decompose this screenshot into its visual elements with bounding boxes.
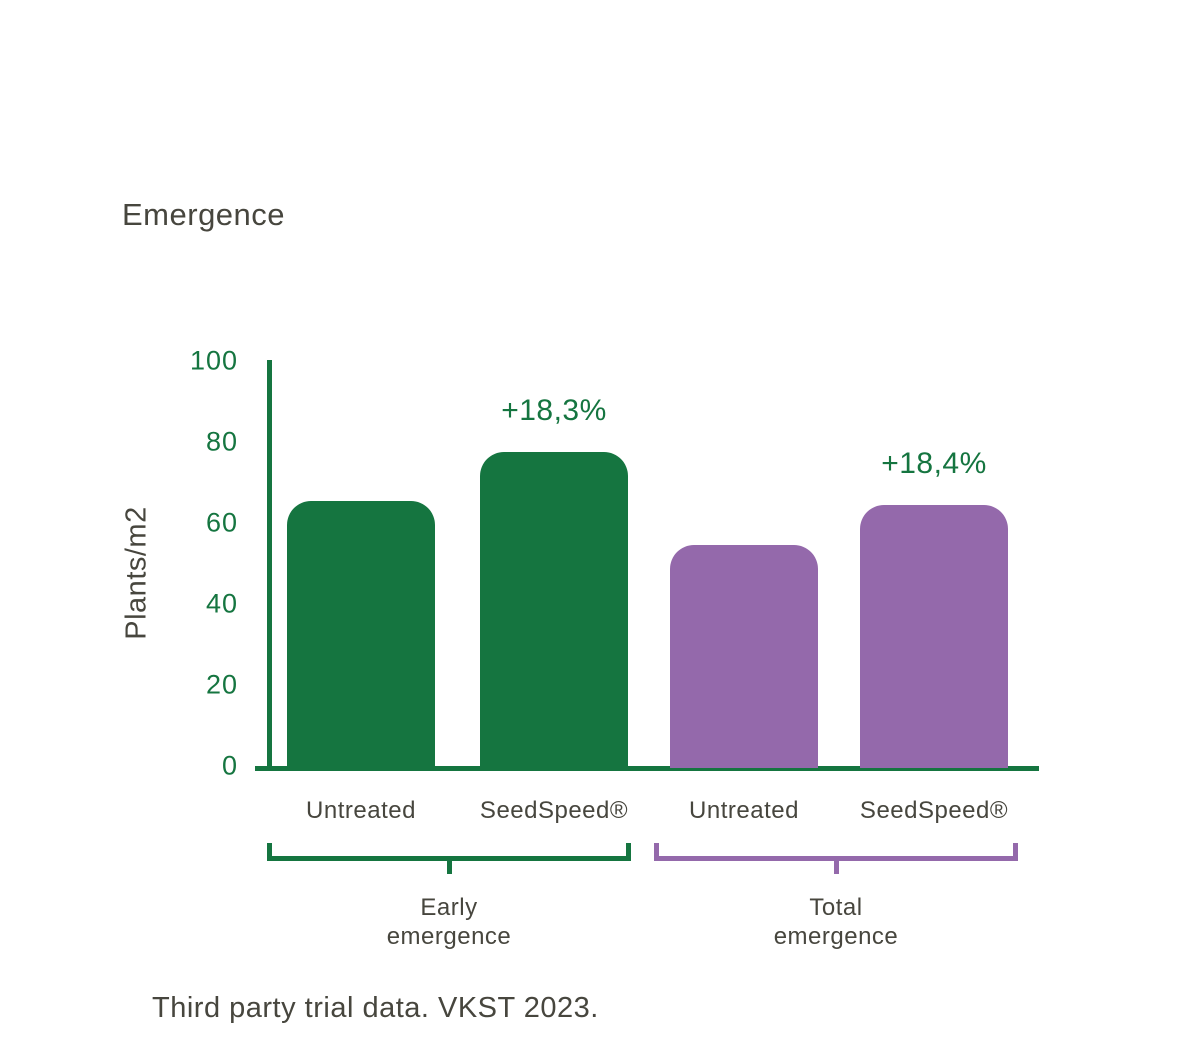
x-axis-line [255,766,1039,771]
group-label-0: Early emergence [386,894,512,950]
y-tick-label-0: 0 [221,750,238,781]
x-category-label-3: SeedSpeed® [859,797,1009,824]
bar-0-untreated [287,501,435,768]
group-bracket-0 [267,843,631,861]
bar-1-seedspeed [480,452,628,768]
bar-2-untreated [670,545,818,768]
y-tick-label-100: 100 [189,345,238,376]
group-label-1: Total emergence [773,894,899,950]
y-tick-label-20: 20 [205,669,238,700]
y-tick-label-80: 80 [205,426,238,457]
footnote: Third party trial data. VKST 2023. [152,992,599,1024]
y-tick-label-40: 40 [205,588,238,619]
bar-3-seedspeed [860,505,1008,768]
group-bracket-1 [654,843,1018,861]
x-category-label-2: Untreated [689,797,799,824]
bar-annotation-1: +18,3% [501,394,607,427]
x-category-label-0: Untreated [306,797,416,824]
y-axis-line [267,360,272,771]
group-bracket-tick-0 [447,861,452,874]
group-bracket-tick-1 [834,861,839,874]
x-category-label-1: SeedSpeed® [479,797,629,824]
chart-title: Emergence [122,197,286,232]
y-tick-label-60: 60 [205,507,238,538]
bar-annotation-3: +18,4% [881,447,987,480]
